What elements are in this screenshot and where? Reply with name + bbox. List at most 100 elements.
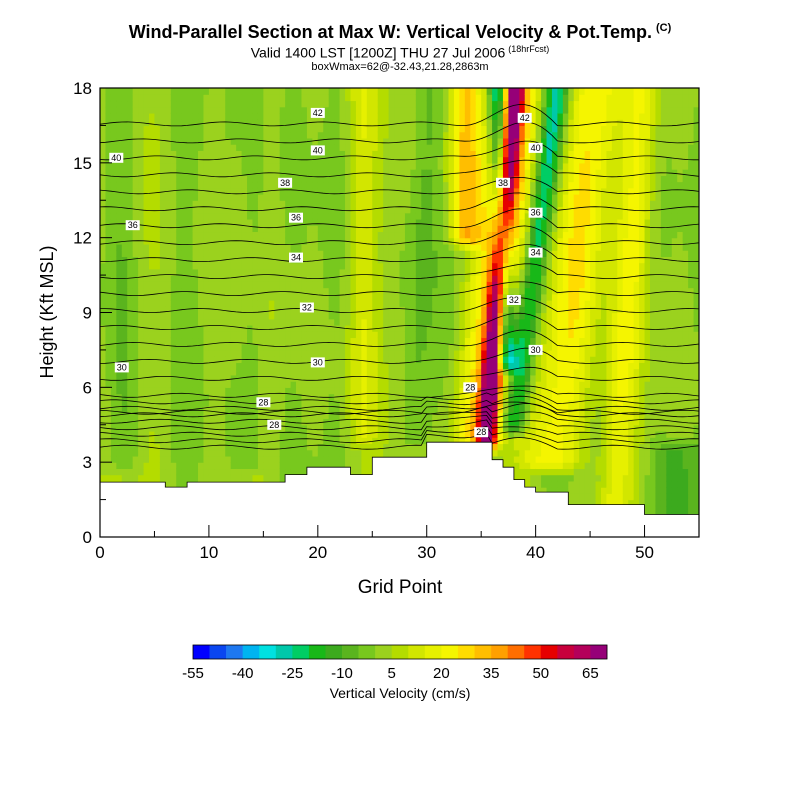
velocity-cell [317, 88, 324, 95]
velocity-cell [448, 100, 455, 108]
velocity-cell [247, 293, 254, 301]
velocity-cell [105, 381, 112, 388]
velocity-cell [236, 131, 243, 139]
velocity-cell [345, 169, 352, 176]
velocity-cell [415, 175, 422, 183]
velocity-cell [437, 306, 444, 314]
velocity-cell [334, 462, 341, 470]
velocity-cell [214, 237, 221, 245]
velocity-cell [410, 200, 417, 208]
velocity-cell [404, 125, 411, 133]
velocity-cell [159, 119, 166, 127]
velocity-cell [306, 337, 313, 345]
velocity-cell [437, 119, 444, 127]
velocity-cell [165, 250, 172, 257]
velocity-cell [453, 137, 460, 145]
velocity-cell [290, 162, 297, 170]
velocity-cell [470, 187, 477, 195]
velocity-cell [241, 381, 248, 388]
velocity-cell [355, 175, 362, 183]
velocity-cell [328, 94, 335, 102]
velocity-cell [328, 437, 335, 445]
velocity-cell [377, 300, 384, 307]
velocity-cell [225, 443, 232, 451]
velocity-cell [105, 194, 112, 201]
velocity-cell [187, 281, 194, 289]
velocity-cell [127, 106, 134, 114]
velocity-cell [181, 237, 188, 245]
velocity-cell [219, 349, 226, 357]
velocity-cell [208, 331, 215, 339]
velocity-cell [149, 200, 156, 208]
velocity-cell [394, 237, 401, 245]
velocity-cell [225, 399, 232, 407]
velocity-cell [149, 156, 156, 164]
velocity-cell [355, 206, 362, 214]
velocity-cell [443, 362, 450, 370]
velocity-cell [317, 287, 324, 295]
velocity-cell [323, 212, 330, 220]
velocity-cell [334, 306, 341, 314]
velocity-cell [285, 119, 292, 127]
velocity-cell [236, 437, 243, 445]
velocity-cell [355, 356, 362, 363]
velocity-cell [230, 462, 237, 470]
velocity-cell [383, 437, 390, 445]
velocity-cell [285, 137, 292, 145]
velocity-cell [317, 387, 324, 395]
velocity-cell [105, 119, 112, 127]
velocity-cell [274, 262, 281, 270]
velocity-cell [443, 256, 450, 264]
velocity-cell [453, 119, 460, 127]
velocity-cell [312, 318, 319, 326]
velocity-cell [252, 337, 259, 345]
velocity-cell [154, 137, 161, 145]
velocity-cell [290, 430, 297, 438]
velocity-cell [165, 362, 172, 370]
velocity-cell [285, 156, 292, 164]
velocity-cell [143, 349, 150, 357]
velocity-cell [138, 424, 145, 432]
velocity-cell [339, 106, 346, 114]
velocity-cell [464, 393, 471, 401]
velocity-cell [328, 106, 335, 114]
velocity-cell [290, 468, 297, 476]
velocity-cell [426, 293, 433, 301]
velocity-cell [350, 343, 357, 351]
velocity-cell [426, 137, 433, 145]
velocity-cell [388, 88, 395, 95]
velocity-cell [230, 449, 237, 457]
velocity-cell [312, 194, 319, 201]
velocity-cell [143, 293, 150, 301]
velocity-cell [306, 206, 313, 214]
velocity-cell [138, 412, 145, 420]
velocity-cell [383, 324, 390, 332]
velocity-cell [350, 412, 357, 420]
velocity-cell [143, 200, 150, 208]
velocity-cell [170, 331, 177, 339]
velocity-cell [159, 256, 166, 264]
velocity-cell [323, 275, 330, 282]
velocity-cell [345, 256, 352, 264]
velocity-cell [448, 430, 455, 438]
velocity-cell [345, 449, 352, 457]
velocity-cell [274, 106, 281, 114]
velocity-cell [394, 300, 401, 307]
velocity-cell [100, 112, 107, 120]
velocity-cell [323, 88, 330, 95]
velocity-cell [345, 362, 352, 370]
velocity-cell [394, 169, 401, 176]
velocity-cell [366, 424, 373, 432]
velocity-cell [415, 125, 422, 133]
velocity-cell [241, 181, 248, 189]
velocity-cell [203, 349, 210, 357]
velocity-cell [252, 399, 259, 407]
velocity-cell [306, 231, 313, 239]
velocity-cell [192, 150, 199, 158]
velocity-cell [459, 156, 466, 164]
velocity-cell [236, 430, 243, 438]
velocity-cell [219, 88, 226, 95]
velocity-cell [296, 112, 303, 120]
velocity-cell [285, 430, 292, 438]
velocity-cell [410, 337, 417, 345]
